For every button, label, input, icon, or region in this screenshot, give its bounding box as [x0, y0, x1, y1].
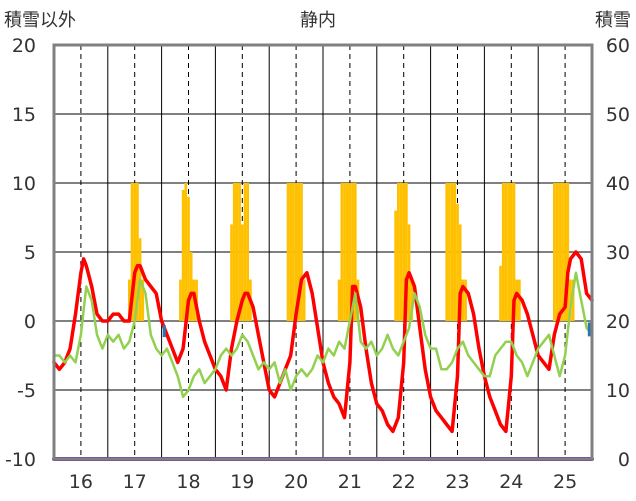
precip-bar-42 — [410, 279, 414, 321]
left-tick-label-3: 5 — [24, 242, 36, 264]
left-tick-label-6: -10 — [5, 449, 36, 471]
precip-bar-2 — [133, 183, 137, 321]
precip-bar-22 — [289, 183, 293, 321]
precip-bar-13 — [230, 224, 233, 321]
marker-mark-1 — [587, 322, 591, 337]
left-tick-label-1: 15 — [12, 104, 36, 126]
precip-bar-33 — [351, 183, 354, 321]
precip-bar-58 — [518, 279, 521, 321]
x-tick-label-8: 24 — [499, 471, 523, 493]
precip-bar-36 — [394, 210, 397, 321]
precip-bar-16 — [238, 183, 241, 321]
precip-bar-30 — [343, 183, 346, 321]
precip-bar-0 — [127, 279, 131, 321]
precip-bar-39 — [402, 183, 406, 321]
left-axis-title: 積雪以外 — [4, 10, 76, 31]
precip-bar-52 — [501, 183, 505, 321]
right-tick-label-6: 0 — [618, 449, 630, 471]
precip-bar-15 — [235, 183, 239, 321]
precip-bar-6 — [179, 279, 182, 321]
precip-bar-56 — [512, 183, 516, 321]
precip-bar-49 — [461, 279, 465, 321]
precip-bar-37 — [396, 183, 400, 321]
left-tick-label-2: 10 — [12, 173, 36, 195]
precip-bar-24 — [294, 183, 298, 321]
x-tick-label-7: 23 — [445, 471, 469, 493]
precip-bar-45 — [450, 183, 454, 321]
precip-bar-61 — [558, 183, 562, 321]
x-tick-label-3: 19 — [230, 471, 254, 493]
precip-bar-9 — [187, 196, 190, 321]
series-line-1 — [52, 271, 594, 399]
marker-mark-0 — [162, 325, 166, 338]
precip-bar-55 — [509, 183, 513, 321]
precip-bar-1 — [130, 183, 134, 321]
precip-bar-26 — [300, 183, 303, 321]
right-tick-label-3: 30 — [606, 242, 630, 264]
precip-bar-21 — [286, 183, 290, 321]
precip-bar-5 — [141, 279, 145, 321]
precip-bar-38 — [399, 183, 403, 321]
precip-bar-31 — [345, 183, 349, 321]
precip-bar-53 — [504, 183, 508, 321]
precip-bar-47 — [456, 203, 459, 321]
precip-bar-51 — [499, 265, 502, 321]
precip-bar-25 — [297, 183, 301, 321]
x-tick-label-2: 18 — [176, 471, 200, 493]
precip-bar-17 — [240, 224, 244, 321]
precip-bar-8 — [184, 183, 188, 321]
precip-bar-60 — [555, 183, 559, 321]
left-tick-label-0: 20 — [12, 35, 36, 57]
precipitation-bars — [127, 183, 575, 321]
precip-bar-63 — [563, 183, 567, 321]
precip-bar-54 — [507, 183, 510, 321]
precip-bar-62 — [561, 183, 564, 321]
precip-bar-48 — [458, 224, 462, 321]
precip-bar-34 — [353, 183, 357, 321]
precip-bar-14 — [232, 183, 236, 321]
right-axis-title: 積雪 — [595, 10, 631, 31]
right-tick-label-4: 20 — [606, 311, 630, 333]
x-tick-label-5: 21 — [338, 471, 362, 493]
precip-bar-7 — [181, 189, 185, 321]
precip-bar-29 — [340, 183, 344, 321]
x-tick-label-9: 25 — [553, 471, 577, 493]
precip-bar-3 — [136, 183, 139, 321]
left-tick-label-5: -5 — [17, 380, 36, 402]
precip-bar-64 — [566, 183, 570, 321]
right-tick-label-0: 60 — [606, 35, 630, 57]
precip-bar-19 — [246, 183, 250, 321]
x-tick-label-4: 20 — [284, 471, 308, 493]
left-tick-label-4: 0 — [24, 311, 36, 333]
x-tick-label-1: 17 — [123, 471, 147, 493]
precip-bar-23 — [292, 183, 295, 321]
precip-bar-50 — [464, 279, 467, 321]
series-line-0 — [52, 250, 594, 434]
right-tick-label-2: 40 — [606, 173, 630, 195]
x-tick-label-0: 16 — [69, 471, 93, 493]
right-axis-ticks: 60 50 40 30 20 10 0 — [606, 35, 630, 471]
precip-bar-10 — [189, 252, 193, 321]
precip-bar-40 — [405, 183, 408, 321]
right-tick-label-1: 50 — [606, 104, 630, 126]
precip-bar-28 — [337, 279, 341, 321]
precip-bar-59 — [552, 183, 556, 321]
precip-bar-43 — [445, 183, 449, 321]
left-axis-ticks: 20 15 10 5 0 -5 -10 — [5, 35, 36, 471]
right-tick-label-5: 10 — [606, 380, 630, 402]
plot-frame — [52, 43, 594, 461]
precip-bar-46 — [453, 183, 457, 321]
precip-bar-32 — [348, 183, 352, 321]
chart-title: 静内 — [300, 10, 336, 31]
precip-bar-66 — [571, 279, 575, 321]
precip-bar-44 — [448, 183, 451, 321]
precip-bar-57 — [515, 279, 519, 321]
precip-bar-18 — [243, 183, 247, 321]
precip-bar-27 — [302, 279, 306, 321]
x-tick-label-6: 22 — [392, 471, 416, 493]
x-axis-ticks: 16 17 18 19 20 21 22 23 24 25 — [69, 471, 577, 493]
